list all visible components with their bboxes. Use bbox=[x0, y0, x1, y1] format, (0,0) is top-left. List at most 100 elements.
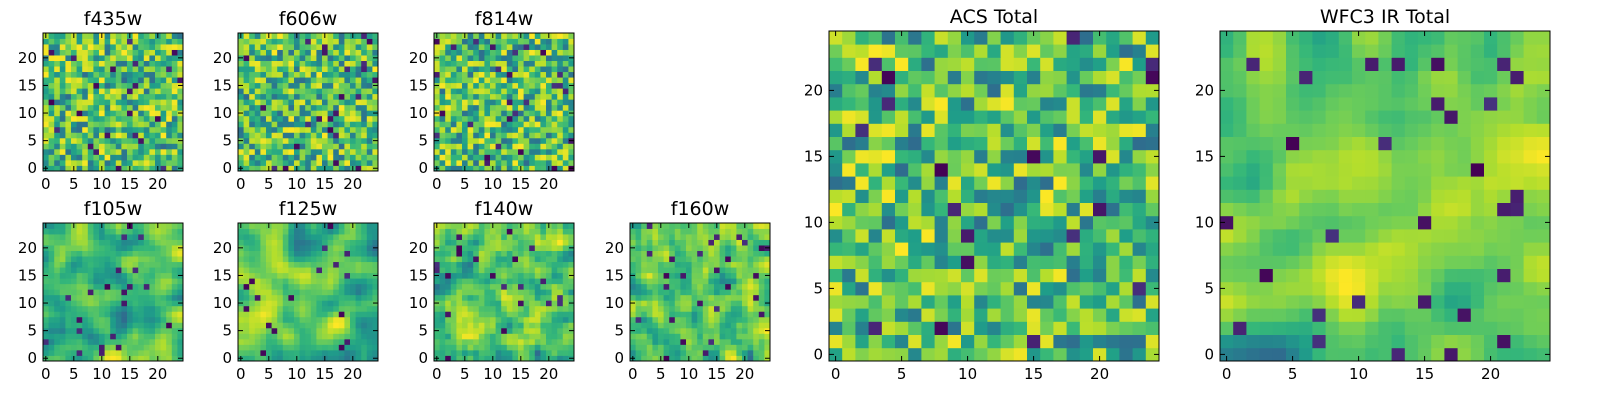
heatmap-cell bbox=[82, 82, 89, 89]
heatmap-cell bbox=[551, 82, 558, 89]
heatmap-cell bbox=[110, 245, 117, 251]
y-tick-label: 15 bbox=[605, 266, 624, 284]
heatmap-cell bbox=[327, 228, 334, 235]
heatmap-cell bbox=[110, 223, 117, 229]
heatmap-cell bbox=[254, 322, 261, 329]
heatmap-cell bbox=[294, 344, 300, 351]
heatmap-cell bbox=[305, 261, 312, 268]
heatmap-cell bbox=[155, 154, 161, 161]
heatmap-cell bbox=[294, 311, 300, 318]
heatmap-cell bbox=[127, 327, 133, 334]
heatmap-cell bbox=[702, 338, 709, 345]
heatmap-cell bbox=[54, 115, 61, 122]
heatmap-cell bbox=[310, 289, 317, 296]
heatmap-cell bbox=[747, 250, 754, 257]
heatmap-cell bbox=[71, 121, 77, 128]
heatmap-cell bbox=[434, 349, 440, 356]
heatmap-cell bbox=[271, 88, 278, 95]
heatmap-cell bbox=[177, 322, 184, 329]
heatmap-cell bbox=[680, 245, 687, 251]
heatmap-cell bbox=[249, 115, 256, 122]
heatmap-cell bbox=[669, 311, 676, 318]
heatmap-cell bbox=[467, 82, 474, 89]
heatmap-cell bbox=[473, 349, 480, 356]
heatmap-cell bbox=[132, 344, 139, 351]
heatmap-cell bbox=[254, 99, 261, 106]
heatmap-cell bbox=[288, 71, 295, 78]
heatmap-cell bbox=[372, 316, 379, 323]
heatmap-cell bbox=[266, 71, 272, 78]
heatmap-cell bbox=[43, 154, 49, 161]
heatmap-cell bbox=[697, 272, 704, 279]
heatmap-cell bbox=[445, 272, 452, 279]
heatmap-cell bbox=[439, 77, 446, 84]
heatmap-cell bbox=[76, 132, 83, 139]
heatmap-cell bbox=[355, 77, 362, 84]
heatmap-cell bbox=[143, 38, 150, 45]
heatmap-cell bbox=[82, 289, 89, 296]
heatmap-cell bbox=[282, 261, 289, 268]
heatmap-cell bbox=[333, 77, 340, 84]
heatmap-cell bbox=[121, 38, 128, 45]
heatmap-cell bbox=[702, 355, 709, 362]
heatmap-cell bbox=[93, 256, 100, 263]
heatmap-cell bbox=[372, 311, 379, 318]
heatmap-cell bbox=[254, 33, 261, 39]
heatmap-cell bbox=[467, 99, 474, 106]
heatmap-cell bbox=[758, 283, 765, 290]
heatmap-cell bbox=[961, 229, 975, 243]
heatmap-cell bbox=[127, 88, 133, 95]
heatmap-cell bbox=[518, 311, 524, 318]
heatmap-cell bbox=[160, 38, 167, 45]
heatmap-cell bbox=[160, 143, 167, 150]
heatmap-cell bbox=[562, 137, 569, 144]
heatmap-cell bbox=[266, 66, 272, 73]
heatmap-cell bbox=[680, 305, 687, 312]
heatmap-cell bbox=[316, 110, 323, 117]
heatmap-cell bbox=[868, 321, 883, 335]
heatmap-cell bbox=[143, 355, 150, 362]
heatmap-cell bbox=[658, 333, 664, 340]
heatmap-cell bbox=[523, 278, 530, 285]
heatmap-cell bbox=[974, 189, 988, 203]
heatmap-cell bbox=[691, 250, 698, 257]
heatmap-cell bbox=[450, 88, 457, 95]
heatmap-cell bbox=[641, 272, 648, 279]
heatmap-cell bbox=[143, 99, 150, 106]
heatmap-cell bbox=[725, 261, 732, 268]
heatmap-cell bbox=[456, 311, 463, 318]
heatmap-cell bbox=[450, 71, 457, 78]
heatmap-cell bbox=[473, 338, 480, 345]
heatmap-cell bbox=[48, 344, 55, 351]
heatmap-cell bbox=[434, 261, 440, 268]
heatmap-cell bbox=[344, 154, 351, 161]
heatmap-cell bbox=[350, 60, 356, 67]
heatmap-cell bbox=[344, 88, 351, 95]
heatmap-cell bbox=[277, 66, 284, 73]
heatmap-cell bbox=[450, 294, 457, 301]
heatmap-cell bbox=[546, 245, 552, 251]
heatmap-cell bbox=[546, 256, 552, 263]
heatmap-cell bbox=[143, 154, 150, 161]
heatmap-cell bbox=[484, 60, 491, 67]
heatmap-cell bbox=[361, 355, 368, 362]
heatmap-cell bbox=[450, 256, 457, 263]
heatmap-cell bbox=[160, 33, 167, 39]
heatmap-cell bbox=[294, 143, 300, 150]
heatmap-cell bbox=[1013, 308, 1028, 322]
heatmap-cell bbox=[646, 311, 653, 318]
heatmap-cell bbox=[947, 242, 962, 256]
heatmap-cell bbox=[294, 55, 300, 61]
heatmap-cell bbox=[714, 272, 720, 279]
heatmap-cell bbox=[355, 322, 362, 329]
heatmap-cell bbox=[350, 115, 356, 122]
heatmap-cell bbox=[243, 311, 250, 318]
heatmap-cell bbox=[99, 71, 105, 78]
heatmap-cell bbox=[467, 223, 474, 229]
heatmap-cell bbox=[501, 344, 508, 351]
heatmap-cell bbox=[708, 338, 715, 345]
heatmap-cell bbox=[506, 283, 513, 290]
heatmap-cell bbox=[747, 333, 754, 340]
heatmap-cell bbox=[758, 278, 765, 285]
heatmap-cell bbox=[719, 349, 726, 356]
